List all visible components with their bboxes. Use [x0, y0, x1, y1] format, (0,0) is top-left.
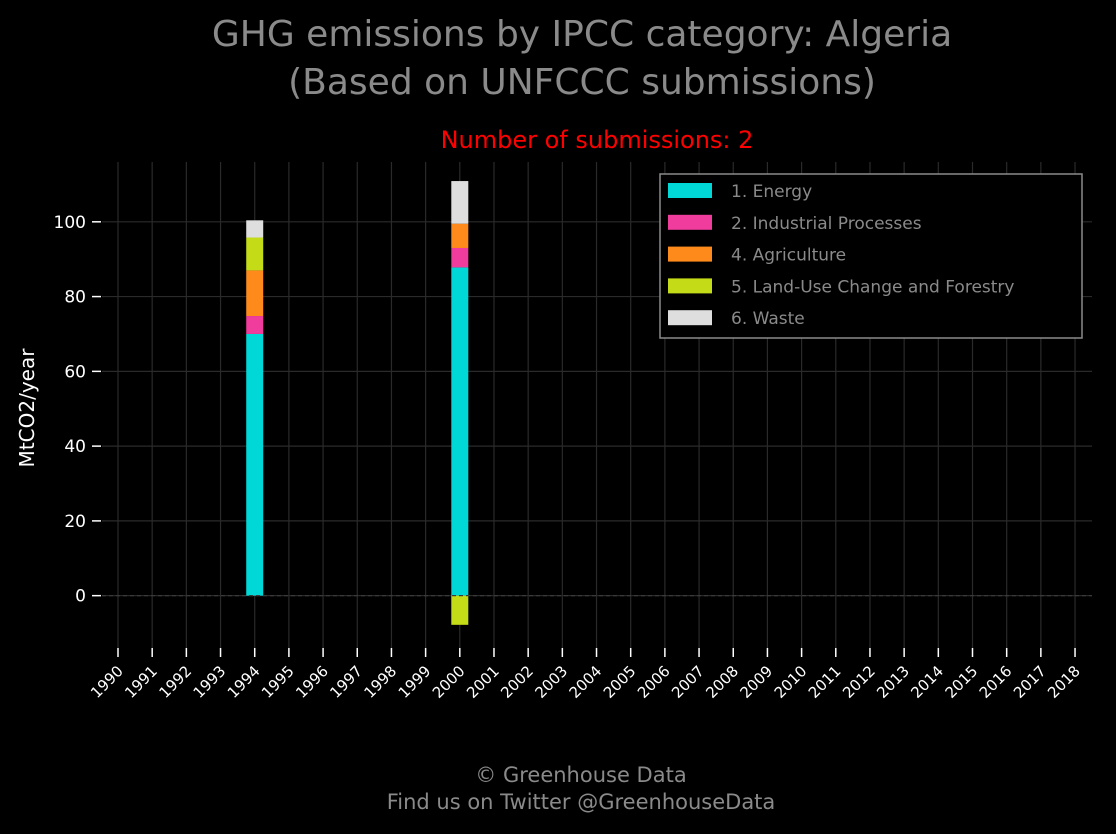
footer-copyright: © Greenhouse Data: [475, 763, 686, 787]
x-tick-label: 1997: [326, 662, 366, 702]
legend-entry-label: 1. Energy: [731, 182, 812, 202]
x-tick-label: 1992: [155, 662, 195, 702]
y-tick-label: 100: [54, 213, 86, 233]
x-tick-label: 2012: [839, 662, 879, 702]
x-tick-label: 1999: [395, 662, 435, 702]
y-tick-label: 80: [64, 288, 86, 308]
x-tick-label: 1993: [190, 662, 230, 702]
x-tick-label: 2013: [873, 662, 913, 702]
y-tick-label: 0: [75, 587, 86, 607]
x-tick-label: 2010: [771, 662, 811, 702]
x-tick-label: 2016: [976, 662, 1016, 702]
bar-segment-1994-agriculture: [246, 270, 264, 317]
x-tick-label: 2014: [907, 662, 947, 702]
x-tick-label: 2018: [1044, 662, 1084, 702]
chart-title: GHG emissions by IPCC category: Algeria: [212, 14, 952, 55]
x-tick-label: 2011: [805, 662, 845, 702]
y-axis-label: MtCO2/year: [15, 348, 39, 468]
bar-segment-2000-agriculture: [451, 223, 469, 248]
x-tick-label: 2006: [634, 662, 674, 702]
legend-entry-label: 6. Waste: [731, 309, 805, 329]
x-tick-label: 1994: [224, 662, 264, 702]
x-tick-label: 2002: [497, 662, 537, 702]
x-tick-label: 2008: [702, 662, 742, 702]
legend-entry-label: 5. Land-Use Change and Forestry: [731, 277, 1014, 297]
chart-title-line-2: (Based on UNFCCC submissions): [288, 62, 876, 103]
bar-segment-1994-energy: [246, 333, 264, 596]
x-tick-label: 2000: [429, 662, 469, 702]
legend: 1. Energy 2. Industrial Processes 4. Agric…: [659, 173, 1083, 339]
legend-box: [659, 173, 1083, 339]
bars-layer: [102, 181, 1092, 625]
x-tick-label: 1995: [258, 662, 298, 702]
bar-segment-1994-industrial-processes: [246, 316, 264, 334]
legend-swatch: [668, 278, 712, 294]
y-tick-label: 20: [64, 512, 86, 532]
x-tick-label: 2003: [531, 662, 571, 702]
bar-segment-2000-land-use-change-and-forestry: [451, 595, 469, 625]
bar-segment-1994-land-use-change-and-forestry: [246, 237, 264, 271]
x-tick-label: 2009: [737, 662, 777, 702]
y-tick-label: 60: [64, 362, 86, 382]
legend-entry-label: 2. Industrial Processes: [731, 214, 922, 234]
y-tick-label: 40: [64, 437, 86, 457]
legend-swatch: [668, 310, 712, 326]
chart-subtitle: Number of submissions: 2: [441, 126, 754, 154]
legend-swatch: [668, 246, 712, 262]
x-tick-label: 2004: [566, 662, 606, 702]
x-tick-label: 2017: [1010, 662, 1050, 702]
bar-segment-2000-energy: [451, 267, 469, 596]
bar-segment-1994-waste: [246, 220, 264, 238]
x-tick-label: 1990: [87, 662, 127, 702]
x-tick-label: 2007: [668, 662, 708, 702]
x-tick-label: 1998: [361, 662, 401, 702]
x-tick-label: 1991: [121, 662, 161, 702]
x-tick-label: 1996: [292, 662, 332, 702]
legend-swatch: [668, 183, 712, 198]
legend-swatch: [668, 214, 712, 230]
bar-segment-2000-industrial-processes: [451, 247, 469, 268]
x-tick-label: 2015: [942, 662, 982, 702]
x-tick-label: 2001: [463, 662, 503, 702]
bar-segment-2000-waste: [451, 181, 469, 224]
grid-layer: [102, 162, 1092, 648]
x-tick-label: 2005: [600, 662, 640, 702]
legend-entry-label: 4. Agriculture: [731, 246, 846, 266]
footer-twitter: Find us on Twitter @GreenhouseData: [387, 790, 776, 814]
